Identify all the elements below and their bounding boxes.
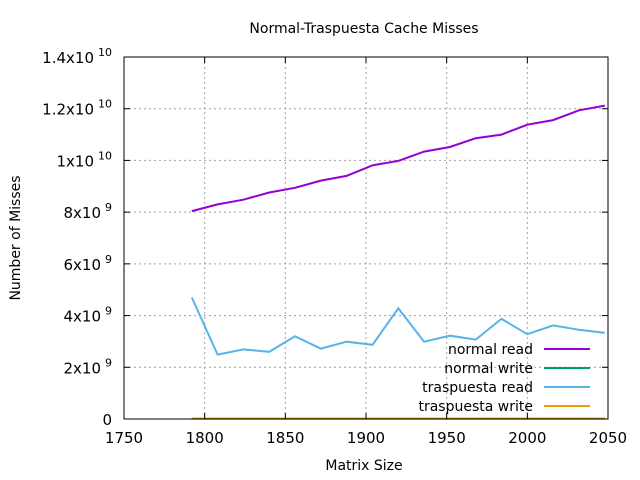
y-tick-mantissa: 6x10 — [63, 256, 101, 274]
x-tick-label: 1850 — [266, 429, 304, 447]
y-tick-label: 0 — [102, 411, 112, 429]
y-tick-label: 6x10 9 — [63, 253, 112, 274]
y-tick-exponent: 10 — [98, 46, 112, 59]
y-tick-label: 1.4x10 10 — [42, 46, 112, 67]
y-tick-label: 2x10 9 — [63, 356, 112, 377]
x-tick-label: 1750 — [105, 429, 143, 447]
y-tick-mantissa: 1x10 — [56, 152, 94, 170]
legend: normal read normal write traspuesta read tr… — [418, 342, 590, 415]
y-tick-exponent: 9 — [105, 356, 112, 369]
y-tick-mantissa: 0 — [102, 411, 112, 429]
x-tick-label: 1950 — [428, 429, 466, 447]
x-axis-ticks: 1750 1800 1850 1900 1950 2000 2050 — [105, 57, 627, 447]
x-tick-label: 1900 — [347, 429, 385, 447]
chart-title: Normal-Traspuesta Cache Misses — [249, 21, 478, 37]
y-tick-label: 8x10 9 — [63, 201, 112, 222]
x-tick-label: 2050 — [589, 429, 627, 447]
y-tick-mantissa: 4x10 — [63, 308, 101, 326]
legend-label: traspuesta read — [422, 380, 533, 396]
x-tick-label: 2000 — [508, 429, 546, 447]
y-tick-exponent: 9 — [105, 305, 112, 318]
y-tick-mantissa: 8x10 — [63, 204, 101, 222]
series-line-normal-read — [191, 104, 605, 213]
y-tick-exponent: 10 — [98, 149, 112, 162]
y-tick-mantissa: 2x10 — [63, 359, 101, 377]
grid-lines — [124, 57, 608, 419]
y-tick-label: 1x10 10 — [56, 149, 112, 170]
y-axis-title: Number of Misses — [8, 175, 24, 300]
y-tick-exponent: 9 — [105, 201, 112, 214]
legend-label: normal write — [444, 361, 533, 377]
y-tick-mantissa: 1.2x10 — [42, 101, 94, 119]
series-line-traspuesta-read — [190, 297, 605, 356]
y-tick-label: 4x10 9 — [63, 305, 112, 326]
x-axis-title: Matrix Size — [325, 458, 402, 474]
series-lines — [190, 104, 605, 420]
y-tick-mantissa: 1.4x10 — [42, 49, 94, 67]
legend-label: normal read — [448, 342, 533, 358]
y-tick-exponent: 9 — [105, 253, 112, 266]
legend-label: traspuesta write — [418, 399, 533, 415]
y-tick-exponent: 10 — [98, 98, 112, 111]
y-tick-label: 1.2x10 10 — [42, 98, 112, 119]
x-tick-label: 1800 — [186, 429, 224, 447]
